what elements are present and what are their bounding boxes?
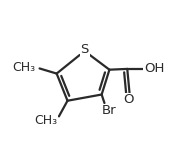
Text: CH₃: CH₃: [34, 114, 57, 127]
Text: OH: OH: [144, 62, 164, 75]
Text: CH₃: CH₃: [13, 61, 36, 74]
Text: S: S: [80, 43, 89, 56]
Text: O: O: [124, 93, 134, 106]
Text: Br: Br: [101, 104, 116, 117]
